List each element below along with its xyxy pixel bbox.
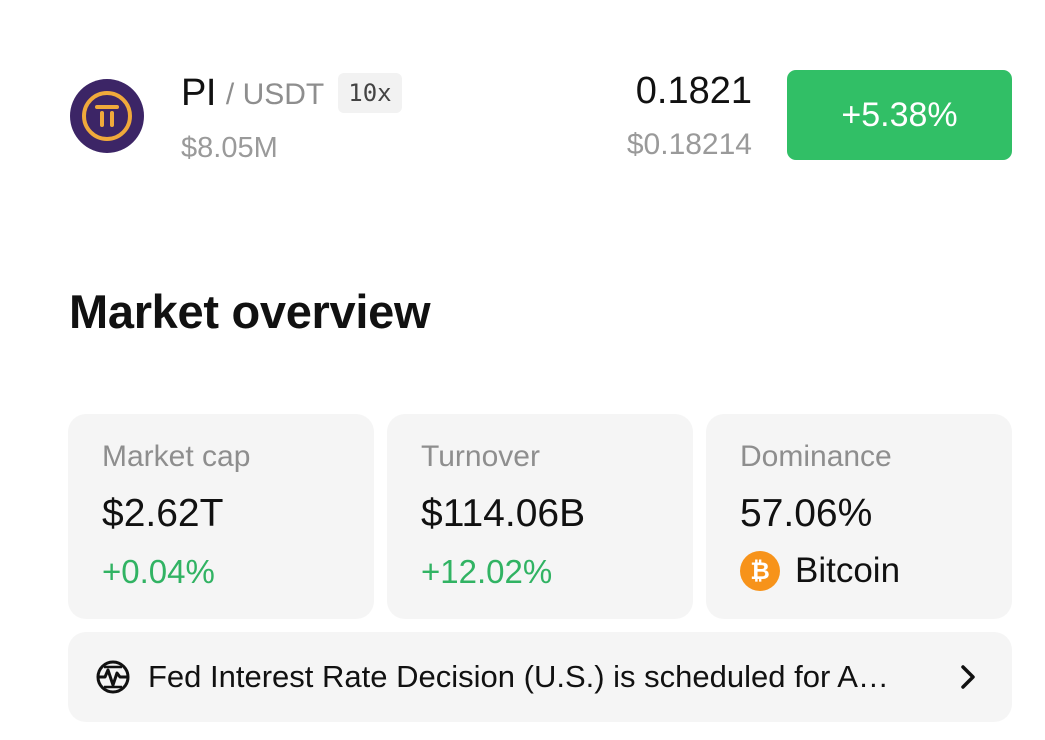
fiat-price: $0.18214 xyxy=(626,128,752,161)
trading-pair: PI / USDT 10x xyxy=(181,68,402,118)
turnover-card[interactable]: Turnover $114.06B +12.02% xyxy=(387,414,693,619)
ticker-row[interactable]: PI / USDT 10x $8.05M 0.1821 $0.18214 +5.… xyxy=(0,0,1045,200)
card-label: Dominance xyxy=(740,440,892,473)
price-change-button[interactable]: +5.38% xyxy=(787,70,1012,160)
dominance-coin: ₿ Bitcoin xyxy=(740,551,1012,591)
dominance-card[interactable]: Dominance 57.06% ₿ Bitcoin xyxy=(706,414,1012,619)
market-cap-card[interactable]: Market cap $2.62T +0.04% xyxy=(68,414,374,619)
volume-value: $8.05M xyxy=(181,132,278,164)
news-banner[interactable]: Fed Interest Rate Decision (U.S.) is sch… xyxy=(68,632,1012,722)
section-title: Market overview xyxy=(69,285,431,338)
card-change: +0.04% xyxy=(102,553,215,590)
card-change: +12.02% xyxy=(421,553,553,590)
chevron-right-icon[interactable] xyxy=(958,662,978,692)
base-symbol: PI xyxy=(181,71,216,114)
card-label: Market cap xyxy=(102,440,251,473)
economic-event-icon xyxy=(96,660,130,694)
leverage-badge: 10x xyxy=(338,73,402,113)
card-value: $2.62T xyxy=(102,492,224,535)
last-price: 0.1821 xyxy=(635,70,752,112)
pi-network-icon xyxy=(70,79,144,153)
bitcoin-icon: ₿ xyxy=(740,551,780,591)
coin-name: Bitcoin xyxy=(795,551,901,590)
card-value: 57.06% xyxy=(740,492,873,535)
news-text: Fed Interest Rate Decision (U.S.) is sch… xyxy=(148,659,889,694)
card-value: $114.06B xyxy=(421,492,586,535)
quote-symbol: / USDT xyxy=(225,78,325,111)
card-label: Turnover xyxy=(421,440,540,473)
